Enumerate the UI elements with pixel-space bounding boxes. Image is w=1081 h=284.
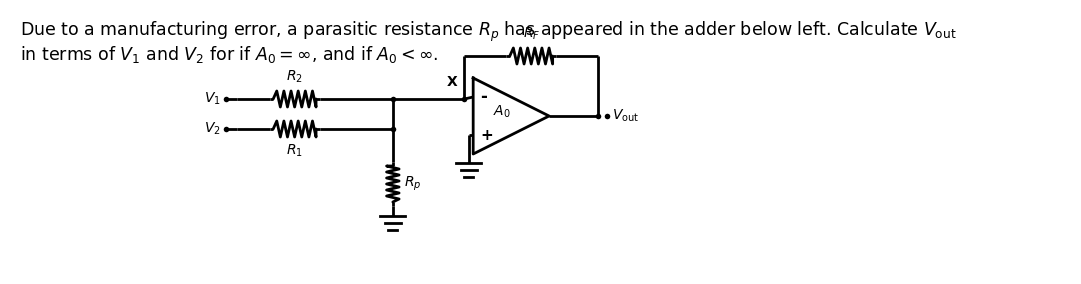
- Text: $R_F$: $R_F$: [522, 26, 539, 42]
- Text: +: +: [480, 128, 493, 143]
- Text: Due to a manufacturing error, a parasitic resistance $R_p$ has appeared in the a: Due to a manufacturing error, a parasiti…: [19, 20, 957, 44]
- Text: $R_1$: $R_1$: [286, 143, 303, 159]
- Text: in terms of $V_1$ and $V_2$ for if $A_0 = \infty$, and if $A_0 < \infty$.: in terms of $V_1$ and $V_2$ for if $A_0 …: [19, 44, 438, 65]
- Text: $R_2$: $R_2$: [286, 69, 303, 85]
- Text: $V_1$: $V_1$: [204, 91, 221, 107]
- Text: $V_{\mathrm{out}}$: $V_{\mathrm{out}}$: [613, 108, 640, 124]
- Text: $V_2$: $V_2$: [204, 121, 221, 137]
- Text: X: X: [446, 75, 457, 89]
- Text: -: -: [480, 88, 488, 106]
- Text: $R_p$: $R_p$: [403, 175, 421, 193]
- Text: $A_0$: $A_0$: [493, 104, 511, 120]
